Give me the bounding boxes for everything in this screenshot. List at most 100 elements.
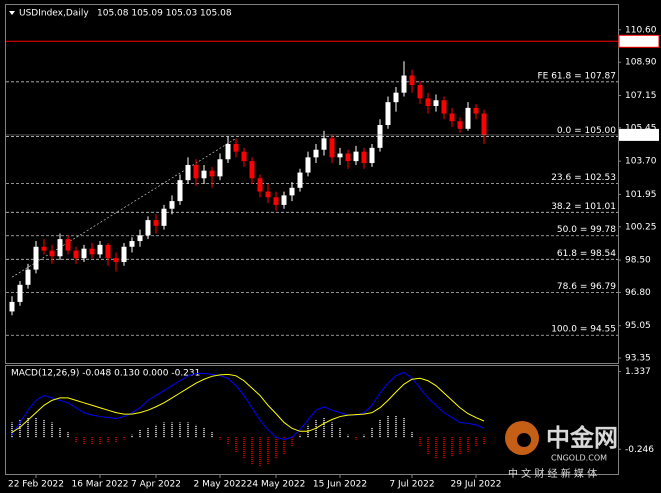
y-tick-label: 101.95 xyxy=(625,190,657,200)
fib-label: FE 61.8 = 107.87 xyxy=(537,71,616,81)
candle-body xyxy=(281,195,287,205)
candle-body xyxy=(377,125,383,148)
watermark: 中金网 CNGOLD.COM 中 文 财 经 新 媒 体 xyxy=(505,421,618,480)
candle-body xyxy=(481,113,487,135)
y-tick-label: 107.15 xyxy=(625,91,657,101)
candle-body xyxy=(161,208,167,226)
candle-body xyxy=(177,180,183,202)
candle-body xyxy=(345,153,351,162)
candle-body xyxy=(385,102,391,126)
y-tick-label: 95.05 xyxy=(625,321,651,331)
fib-label: 38.2 = 101.01 xyxy=(551,202,616,212)
candle-body xyxy=(217,159,223,177)
brand: 中金网 xyxy=(546,424,618,452)
x-tick-label: 24 May 2022 xyxy=(247,480,306,490)
x-tick-label: 7 Apr 2022 xyxy=(131,480,181,490)
candle-body xyxy=(393,92,399,103)
candle-body xyxy=(473,107,479,114)
candle-body xyxy=(73,250,79,259)
menu-triangle[interactable] xyxy=(9,11,15,15)
x-tick-label: 7 Jul 2022 xyxy=(389,480,434,490)
candle-body xyxy=(233,144,239,152)
current-price-box xyxy=(619,128,659,141)
candle-body xyxy=(401,75,407,93)
fib-label: 23.6 = 102.53 xyxy=(551,173,616,183)
y-tick-label: 93.35 xyxy=(625,354,651,364)
fib-label: 50.0 = 99.78 xyxy=(557,225,616,235)
y-tick-label: 110.60 xyxy=(625,25,657,35)
candle-body xyxy=(201,170,207,179)
y-tick-label: 108.90 xyxy=(625,58,657,68)
x-tick-label: 16 Mar 2022 xyxy=(71,480,128,490)
candle-body xyxy=(65,239,71,251)
y-tick-label: 96.80 xyxy=(625,288,651,298)
macd-tick-label: -0.246 xyxy=(625,445,654,455)
x-tick-label: 22 Feb 2022 xyxy=(8,480,64,490)
candle-body xyxy=(321,138,327,150)
symbol-title: USDIndex,Daily xyxy=(19,9,89,19)
candle-body xyxy=(121,246,127,262)
macd-line xyxy=(11,371,485,441)
candle-body xyxy=(305,157,311,173)
candle-body xyxy=(105,244,111,259)
quote: 105.08 105.09 105.03 105.08 xyxy=(97,9,232,19)
fib-label: 61.8 = 98.54 xyxy=(557,249,616,259)
site: CNGOLD.COM xyxy=(551,454,607,463)
candle-body xyxy=(457,121,463,129)
candle-body xyxy=(425,98,431,106)
candle-body xyxy=(89,248,95,255)
candle-body xyxy=(249,161,255,179)
fib-label: 0.0 = 105.00 xyxy=(557,126,616,136)
candle-body xyxy=(193,164,199,179)
candle-body xyxy=(49,250,55,257)
fib-label: 78.6 = 96.79 xyxy=(557,282,616,292)
price-line-box xyxy=(618,34,660,48)
candle-body xyxy=(273,197,279,205)
candle-body xyxy=(289,187,295,196)
candle-body xyxy=(265,191,271,198)
candle-body xyxy=(417,85,423,99)
macd-line xyxy=(11,373,485,433)
candle-body xyxy=(449,113,455,122)
candle-body xyxy=(241,151,247,162)
candle-body xyxy=(17,284,23,302)
candle-body xyxy=(57,239,63,257)
candle-body xyxy=(209,170,215,177)
candle-body xyxy=(337,153,343,158)
candle-body xyxy=(433,100,439,106)
candle-body xyxy=(9,301,15,312)
candle-body xyxy=(129,241,135,247)
candle-body xyxy=(329,138,335,158)
candle-body xyxy=(25,269,31,285)
candle-body xyxy=(153,220,159,226)
candle-body xyxy=(353,151,359,162)
price-line-label: 110.00 xyxy=(625,37,657,47)
candle-body xyxy=(409,75,415,86)
macd-frame xyxy=(5,365,619,475)
candle-body xyxy=(137,235,143,242)
candle-body xyxy=(441,100,447,114)
x-tick-label: 29 Jul 2022 xyxy=(451,480,502,490)
candle-body xyxy=(169,201,175,209)
candle-body xyxy=(297,172,303,188)
candle-body xyxy=(41,246,47,251)
candle-body xyxy=(33,246,39,270)
candle-body xyxy=(185,164,191,181)
fib-label: 100.0 = 94.55 xyxy=(551,325,616,335)
y-tick-label: 103.70 xyxy=(625,157,657,167)
macd-tick-label: 1.337 xyxy=(625,367,651,377)
x-tick-label: 15 Jun 2022 xyxy=(313,480,367,490)
x-tick-label: 2 May 2022 xyxy=(194,480,247,490)
candle-body xyxy=(97,244,103,255)
candle-body xyxy=(145,220,151,236)
candle-body xyxy=(113,258,119,262)
candle-body xyxy=(81,248,87,259)
candle-body xyxy=(465,107,471,129)
y-tick-label: 105.45 xyxy=(625,123,657,133)
candle-body xyxy=(313,149,319,158)
y-tick-label: 100.25 xyxy=(625,222,657,232)
macd-title: MACD(12,26,9) -0.048 0.130 0.000 -0.231 xyxy=(11,369,200,379)
main-frame xyxy=(5,4,619,364)
